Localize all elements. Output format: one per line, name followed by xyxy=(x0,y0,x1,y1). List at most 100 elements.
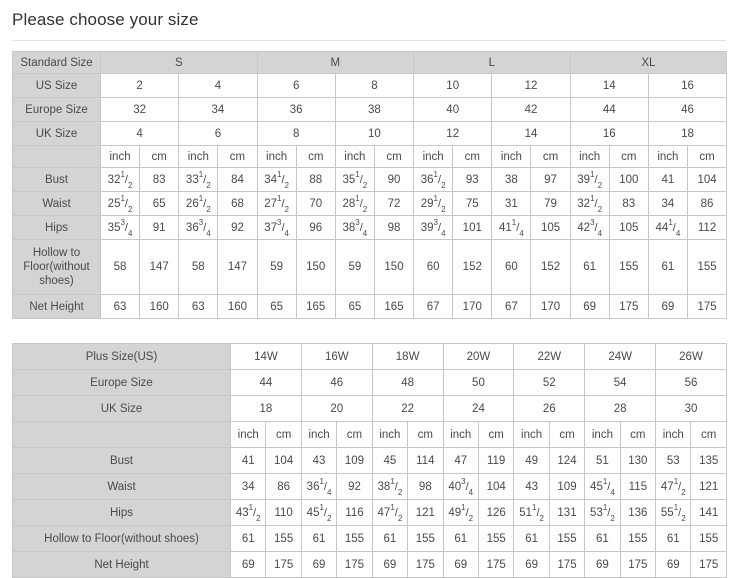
unit-label-cm: cm xyxy=(265,421,302,448)
measure-value: 471/2 xyxy=(371,499,409,526)
row-label-hollow-to-floor-without-shoes: Hollow to Floor(without shoes) xyxy=(12,525,231,552)
measure-value: 90 xyxy=(373,167,415,192)
measure-value: 291/2 xyxy=(413,191,454,216)
unit-label-cm: cm xyxy=(373,145,415,168)
measure-value: 109 xyxy=(336,447,373,474)
measure-value: 175 xyxy=(619,551,657,578)
measure-value: 175 xyxy=(608,294,649,319)
measure-value: 411/4 xyxy=(491,215,532,240)
measure-value: 261/2 xyxy=(178,191,219,216)
measure-value: 331/2 xyxy=(178,167,219,192)
unit-label-cm: cm xyxy=(608,145,649,168)
measure-value: 61 xyxy=(371,525,409,552)
measure-value: 34 xyxy=(229,473,267,500)
measure-value: 281/2 xyxy=(334,191,375,216)
plus-size-row: Europe Size 44 46 48 50 52 54 56 xyxy=(12,369,727,396)
size-value: 48 xyxy=(371,369,444,396)
measure-value: 69 xyxy=(647,294,688,319)
unit-label-inch: inch xyxy=(569,145,610,168)
plus-units-row: inch cm inch cm inch cm inch cm inch cm inch cm inch… xyxy=(12,421,727,448)
size-value: 16 xyxy=(647,73,728,98)
size-value: 38 xyxy=(334,97,415,122)
measure-value: 84 xyxy=(217,167,258,192)
measure-value: 175 xyxy=(686,294,728,319)
units-row-blank-label xyxy=(12,145,101,168)
unit-label-cm: cm xyxy=(336,421,373,448)
row-label-uk-size: UK Size xyxy=(12,395,231,422)
measure-value: 165 xyxy=(295,294,336,319)
measure-value: 70 xyxy=(295,191,336,216)
unit-label-inch: inch xyxy=(99,145,141,168)
size-value: 46 xyxy=(300,369,373,396)
unit-label-cm: cm xyxy=(477,421,515,448)
measure-value: 104 xyxy=(477,473,515,500)
page-title: Please choose your size xyxy=(12,10,199,29)
size-value: 18 xyxy=(230,395,302,422)
measure-value: 105 xyxy=(530,215,571,240)
measure-value: 93 xyxy=(452,167,493,192)
measure-value: 175 xyxy=(265,551,302,578)
row-label-hips: Hips xyxy=(12,215,101,240)
measure-value: 104 xyxy=(686,167,728,192)
measure-value: 72 xyxy=(373,191,415,216)
measure-value: 124 xyxy=(548,447,586,474)
measure-value: 97 xyxy=(530,167,571,192)
measure-value: 49 xyxy=(513,447,550,474)
measure-value: 175 xyxy=(407,551,444,578)
standard-size-row: UK Size 4 6 8 10 12 14 16 18 xyxy=(12,121,728,146)
size-value: 10 xyxy=(334,121,415,146)
unit-label-inch: inch xyxy=(178,145,219,168)
table-gap xyxy=(12,319,726,327)
unit-label-cm: cm xyxy=(530,145,571,168)
unit-label-inch: inch xyxy=(442,421,479,448)
measure-value: 104 xyxy=(265,447,302,474)
row-label-europe-size: Europe Size xyxy=(12,369,231,396)
size-value: 16W xyxy=(300,343,373,370)
measure-value: 98 xyxy=(373,215,415,240)
measure-value: 121 xyxy=(690,473,727,500)
measure-value: 105 xyxy=(608,215,649,240)
measure-value: 41 xyxy=(229,447,267,474)
standard-measure-row: Hips 353/4 91 363/4 92 373/4 96 383/4 98 393/4 101… xyxy=(12,215,728,240)
size-value: 54 xyxy=(584,369,657,396)
size-value: 42 xyxy=(491,97,571,122)
measure-value: 88 xyxy=(295,167,336,192)
measure-value: 175 xyxy=(336,551,373,578)
measure-value: 116 xyxy=(336,499,373,526)
measure-value: 43 xyxy=(300,447,338,474)
standard-size-row: US Size 2 4 6 8 10 12 14 16 xyxy=(12,73,728,98)
size-value: 24 xyxy=(442,395,515,422)
standard-measure-row: Hollow to Floor(without shoes) 58 147 58 147… xyxy=(12,239,728,295)
plus-measure-row: Net Height 69 175 69 175 69 175 69 175 69 175 69 175… xyxy=(12,551,727,578)
measure-value: 86 xyxy=(265,473,302,500)
measure-value: 115 xyxy=(619,473,657,500)
measure-value: 155 xyxy=(619,525,657,552)
measure-value: 51 xyxy=(584,447,621,474)
unit-label-inch: inch xyxy=(334,145,375,168)
unit-label-cm: cm xyxy=(686,145,728,168)
measure-value: 155 xyxy=(548,525,586,552)
size-group-s: S xyxy=(100,51,258,74)
measure-value: 431/2 xyxy=(229,499,267,526)
measure-value: 155 xyxy=(265,525,302,552)
measure-value: 65 xyxy=(256,294,297,319)
measure-value: 83 xyxy=(608,191,649,216)
standard-measure-row: Bust 321/2 83 331/2 84 341/2 88 351/2 90 361/2 93 3… xyxy=(12,167,728,192)
size-value: 30 xyxy=(655,395,727,422)
size-value: 22W xyxy=(513,343,586,370)
size-value: 4 xyxy=(99,121,180,146)
measure-value: 31 xyxy=(491,191,532,216)
measure-value: 63 xyxy=(178,294,219,319)
measure-value: 59 xyxy=(256,239,297,295)
measure-value: 361/2 xyxy=(413,167,454,192)
row-label-waist: Waist xyxy=(12,191,101,216)
measure-value: 353/4 xyxy=(99,215,141,240)
size-value: 18 xyxy=(647,121,728,146)
units-row-blank-label xyxy=(12,421,231,448)
standard-units-row: inch cm inch cm inch cm inch cm inch cm inch cm inch… xyxy=(12,145,728,168)
plus-measure-row: Hips 431/2 110 451/2 116 471/2 121 491/2 126 511/… xyxy=(12,499,727,526)
measure-value: 60 xyxy=(413,239,454,295)
row-label-hips: Hips xyxy=(12,499,231,526)
size-group-xl: XL xyxy=(569,51,728,74)
size-value: 40 xyxy=(413,97,493,122)
